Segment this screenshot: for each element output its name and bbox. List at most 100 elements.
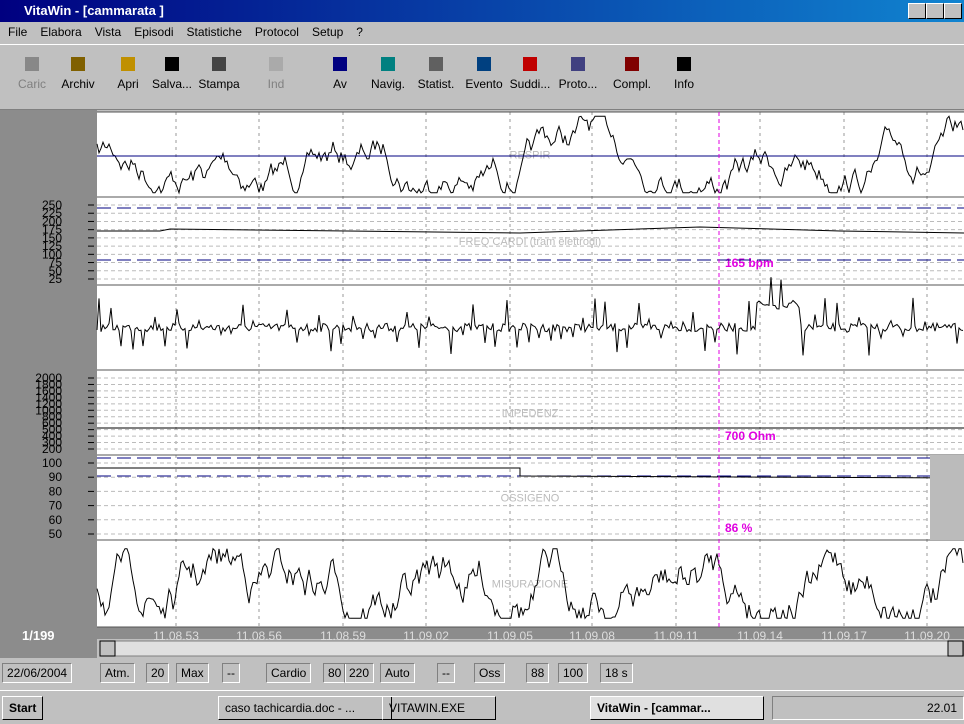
button-label: Navig. [370,77,405,91]
taskbar: Start caso tachicardia.doc - ... VITAWIN.E… [0,690,964,724]
scale-label: 1200 [35,397,62,411]
status-cell: Cardio [266,663,312,683]
status-cell: 18 s [600,663,633,683]
scale-label: 150 [42,231,62,245]
status-cell: -- [222,663,240,683]
icon [625,57,639,71]
button-label: Compl. [612,77,651,91]
status-cell: Auto [380,663,415,683]
toolbar-button[interactable]: Av [316,51,364,91]
toolbar-button[interactable]: Caric [8,51,56,91]
scale-label: 600 [42,416,62,430]
button-label: Suddi... [509,77,551,91]
toolbar-button[interactable]: Archiv [54,51,102,91]
menu-item[interactable]: Protocol [254,25,299,39]
scale-label: 70 [49,499,63,513]
clock: 22.01 [772,696,964,720]
scale-label: 50 [49,264,63,278]
scroll-left[interactable] [99,640,116,657]
scale-label: 100 [42,247,62,261]
status-cell: Atm. [100,663,135,683]
scale-label: 300 [42,436,62,450]
scale-label: 175 [42,223,62,237]
status-bar: 22/06/2004 Atm. 20 Max -- Cardio 80 220 Auto -- Os… [0,661,964,685]
scale-label: 400 [42,429,62,443]
icon [121,57,135,71]
task-button[interactable]: VitaWin - [cammar... [590,696,764,720]
scale-label: 1600 [35,384,62,398]
button-label: Apri [117,77,139,91]
button-label: Salva... [151,77,193,91]
status-cell: 100 [558,663,589,683]
scale-label: 800 [42,410,62,424]
menu-item[interactable]: ? [356,25,363,39]
toolbar-button[interactable]: Apri [104,51,152,91]
window-title: VitaWin - [cammarata ] [24,3,164,18]
status-cell: Oss [474,663,506,683]
icon [381,57,395,71]
button-label: Archiv [61,77,95,91]
heart-rate [97,226,964,234]
toolbar-button[interactable]: Salva... [148,51,196,91]
icon [333,57,347,71]
title-bar: VitaWin - [cammarata ] [0,0,964,22]
toolbar-button[interactable]: Info [660,51,708,91]
start-button[interactable]: Start [2,696,44,720]
toolbar-button[interactable]: Ind [252,51,300,91]
icon [269,57,283,71]
respiration-wave [96,115,964,195]
button-label: Info [673,77,694,91]
menu-item[interactable]: File [8,25,28,39]
close[interactable] [944,3,962,19]
toolbar: Caric Archiv Apri Salva... Stampa Ind Av Navig.… [0,44,964,110]
scale-label: 50 [49,527,63,541]
button-label: Evento [465,77,503,91]
icon [571,57,585,71]
time-label: 11.09.05 [487,629,533,643]
menu-item[interactable]: Elabora [40,25,82,39]
artifact [930,455,964,540]
scale-label: 1800 [35,377,62,391]
icon [523,57,537,71]
scale-label: 250 [42,198,62,212]
icon [212,57,226,71]
scale-label: 125 [42,239,62,253]
maximize[interactable] [926,3,944,19]
time-label: 11.08.53 [153,629,199,643]
time-label: 11.09.17 [821,629,867,643]
toolbar-button[interactable]: Proto... [554,51,602,91]
button-label: Proto... [558,77,598,91]
status-cell: Max [176,663,209,683]
task-button[interactable]: caso tachicardia.doc - ... [218,696,392,720]
time-label: 11.09.08 [569,629,615,643]
reading: 86 % [725,521,753,535]
task-button[interactable]: VITAWIN.EXE [382,696,496,720]
scale-label: 1000 [35,403,62,417]
icon [25,57,39,71]
time-row [97,627,964,639]
scale-label: 60 [49,513,63,527]
menu-item[interactable]: Episodi [134,25,174,39]
menu-item[interactable]: Vista [94,25,122,39]
toolbar-button[interactable]: Evento [460,51,508,91]
menu-bar: File Elabora Vista Episodi Statistiche Protoc… [0,22,964,42]
toolbar-button[interactable]: Compl. [608,51,656,91]
toolbar-button[interactable]: Suddi... [506,51,554,91]
icon [477,57,491,71]
scale-label: 1400 [35,390,62,404]
icon [429,57,443,71]
toolbar-button[interactable]: Statist. [412,51,460,91]
toolbar-button[interactable]: Stampa [195,51,243,91]
menu-item[interactable]: Setup [311,25,344,39]
toolbar-button[interactable]: Navig. [364,51,412,91]
menu-item[interactable]: Statistiche [186,25,242,39]
page-indicator: 1/199 [22,628,55,643]
scale-label: 225 [42,206,62,220]
scale-label: 80 [49,484,63,498]
status-cell: 88 [526,663,550,683]
minimize[interactable] [908,3,926,19]
scroll-right[interactable] [947,640,964,657]
status-cell: 22/06/2004 [2,663,73,683]
time-label: 11.09.11 [654,629,699,643]
